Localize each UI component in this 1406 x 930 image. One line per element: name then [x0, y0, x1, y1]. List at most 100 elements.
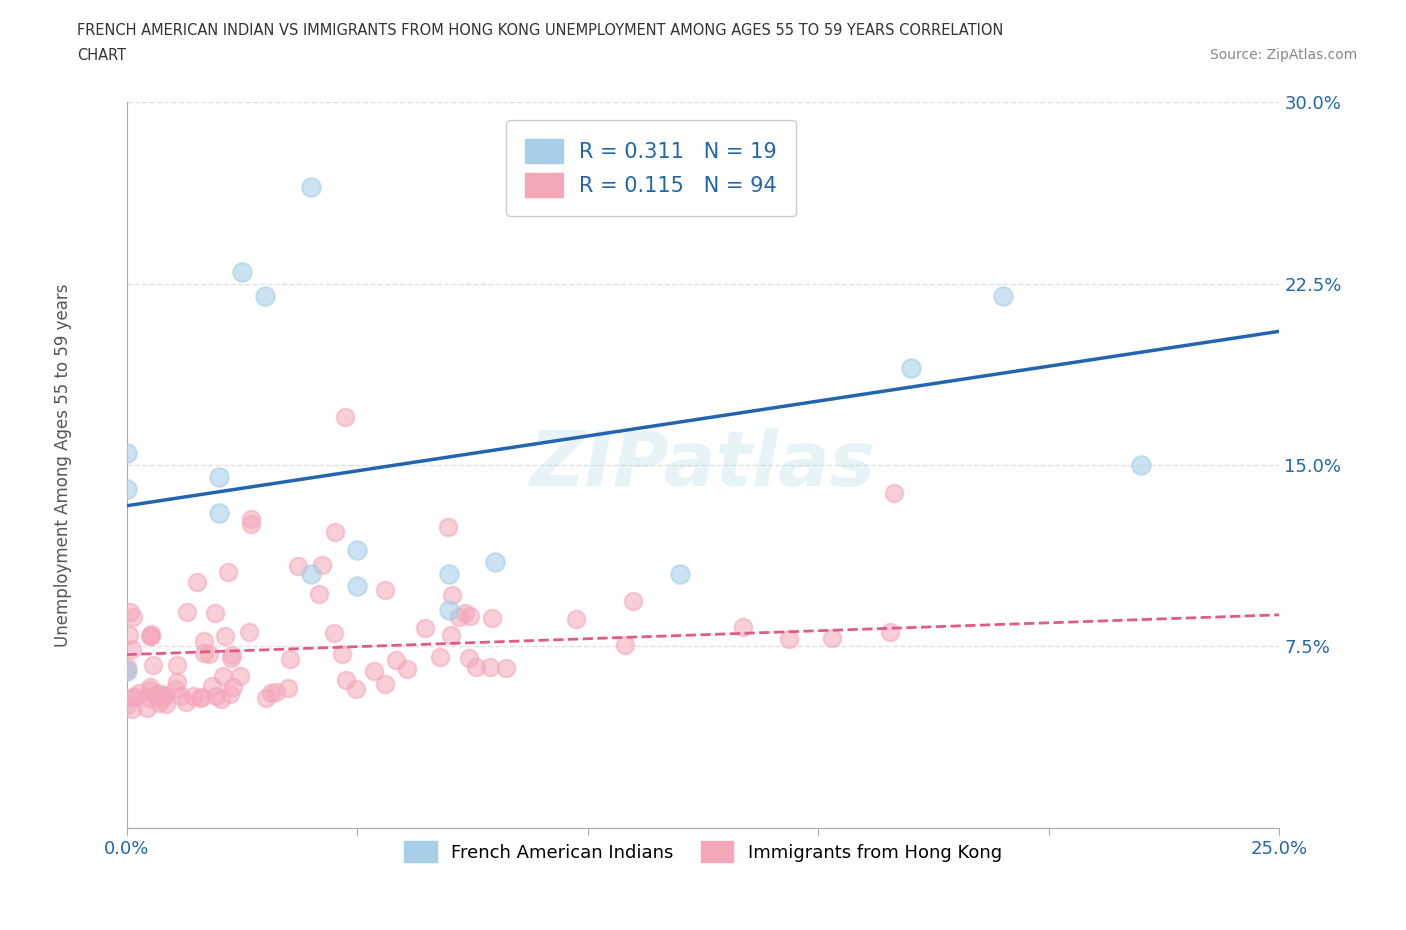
- Point: [479, 660, 502, 675]
- Point: [322, 626, 344, 641]
- Point: [208, 506, 231, 521]
- Point: [193, 645, 215, 660]
- Point: [204, 688, 226, 703]
- Point: [299, 566, 322, 581]
- Point: [484, 554, 506, 569]
- Point: [209, 692, 232, 707]
- Point: [439, 566, 461, 581]
- Point: [437, 520, 460, 535]
- Point: [821, 631, 844, 645]
- Point: [761, 155, 783, 170]
- Point: [495, 660, 517, 675]
- Point: [457, 650, 479, 665]
- Point: [208, 470, 231, 485]
- Text: CHART: CHART: [77, 48, 127, 63]
- Point: [464, 659, 486, 674]
- Point: [115, 482, 138, 497]
- Point: [441, 588, 464, 603]
- Point: [163, 682, 186, 697]
- Point: [176, 604, 198, 619]
- Point: [150, 690, 173, 705]
- Point: [191, 689, 214, 704]
- Point: [308, 587, 330, 602]
- Point: [118, 628, 141, 643]
- Point: [121, 690, 143, 705]
- Point: [229, 669, 252, 684]
- Point: [374, 583, 396, 598]
- Point: [198, 646, 221, 661]
- Point: [879, 625, 901, 640]
- Point: [260, 686, 283, 701]
- Point: [211, 669, 233, 684]
- Point: [333, 409, 356, 424]
- Point: [440, 628, 463, 643]
- Point: [139, 683, 162, 698]
- Point: [122, 609, 145, 624]
- Point: [152, 687, 174, 702]
- Point: [238, 625, 260, 640]
- Point: [138, 691, 160, 706]
- Point: [174, 694, 197, 709]
- Point: [221, 648, 243, 663]
- Point: [240, 512, 263, 526]
- Point: [454, 605, 477, 620]
- Point: [669, 566, 692, 581]
- Point: [299, 179, 322, 194]
- Point: [346, 578, 368, 593]
- Point: [124, 690, 146, 705]
- Point: [731, 619, 754, 634]
- Point: [481, 611, 503, 626]
- Point: [385, 652, 408, 667]
- Point: [142, 658, 165, 672]
- Point: [287, 559, 309, 574]
- Point: [139, 629, 162, 644]
- Point: [1130, 458, 1153, 472]
- Point: [614, 638, 637, 653]
- Point: [148, 696, 170, 711]
- Point: [991, 288, 1014, 303]
- Point: [217, 565, 239, 579]
- Point: [204, 605, 226, 620]
- Point: [374, 677, 396, 692]
- Point: [219, 686, 242, 701]
- Point: [139, 629, 162, 644]
- Point: [222, 680, 245, 695]
- Text: FRENCH AMERICAN INDIAN VS IMMIGRANTS FROM HONG KONG UNEMPLOYMENT AMONG AGES 55 T: FRENCH AMERICAN INDIAN VS IMMIGRANTS FRO…: [77, 23, 1004, 38]
- Point: [621, 593, 644, 608]
- Point: [413, 620, 436, 635]
- Point: [121, 701, 143, 716]
- Point: [429, 650, 451, 665]
- Point: [166, 658, 188, 672]
- Text: ZIPatlas: ZIPatlas: [530, 428, 876, 502]
- Point: [395, 661, 418, 676]
- Point: [148, 685, 170, 700]
- Point: [117, 663, 139, 678]
- Point: [344, 682, 367, 697]
- Point: [330, 646, 353, 661]
- Point: [778, 631, 800, 646]
- Point: [170, 689, 193, 704]
- Point: [121, 642, 143, 657]
- Point: [115, 660, 138, 675]
- Point: [231, 264, 253, 279]
- Point: [335, 673, 357, 688]
- Point: [128, 685, 150, 700]
- Text: Unemployment Among Ages 55 to 59 years: Unemployment Among Ages 55 to 59 years: [55, 284, 72, 646]
- Legend: French American Indians, Immigrants from Hong Kong: French American Indians, Immigrants from…: [396, 834, 1010, 870]
- Point: [166, 674, 188, 689]
- Point: [458, 609, 481, 624]
- Point: [139, 679, 162, 694]
- Text: Source: ZipAtlas.com: Source: ZipAtlas.com: [1209, 48, 1357, 62]
- Point: [565, 611, 588, 626]
- Point: [254, 690, 277, 705]
- Point: [117, 698, 139, 712]
- Point: [145, 688, 167, 703]
- Point: [278, 651, 301, 666]
- Point: [363, 663, 385, 678]
- Point: [201, 679, 224, 694]
- Point: [193, 633, 215, 648]
- Point: [186, 575, 208, 590]
- Point: [214, 629, 236, 644]
- Point: [311, 558, 333, 573]
- Point: [188, 690, 211, 705]
